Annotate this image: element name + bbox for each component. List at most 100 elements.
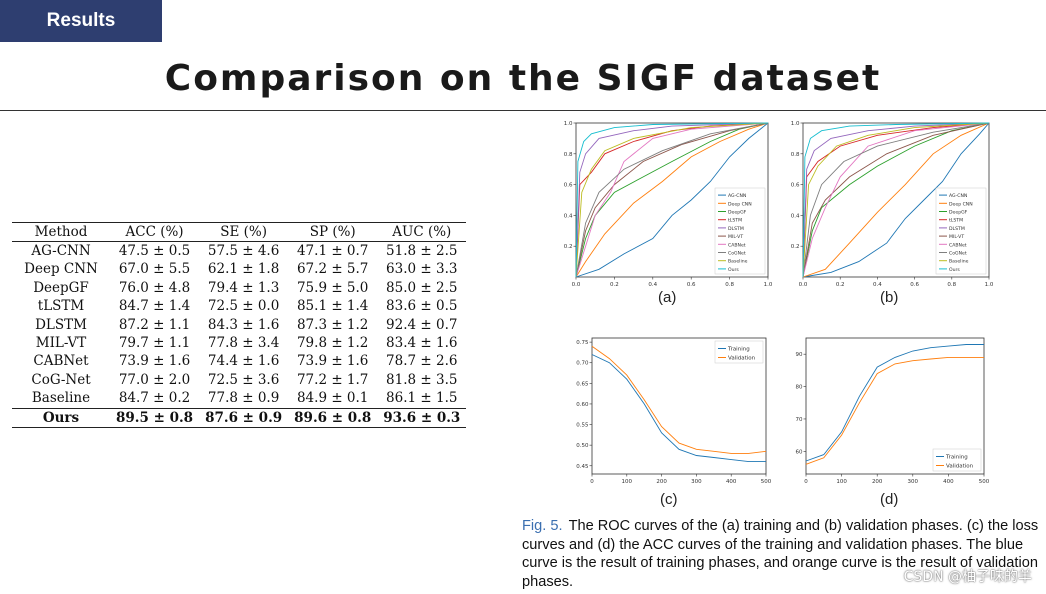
x-tick-label: 200: [656, 479, 667, 485]
method-cell: tLSTM: [37, 298, 85, 315]
legend-label: CoGNet: [949, 251, 967, 257]
metric-cell: 47.5 ± 0.5: [118, 243, 191, 259]
x-tick-label: 400: [726, 479, 737, 485]
metric-cell: 74.4 ± 1.6: [207, 353, 280, 370]
metric-cell: 76.0 ± 4.8: [118, 279, 191, 296]
x-tick-label: 1.0: [764, 282, 773, 288]
legend-label: Validation: [728, 356, 756, 362]
method-cell: Deep CNN: [24, 261, 98, 278]
metric-cell: 75.9 ± 5.0: [296, 279, 369, 296]
legend-label: Validation: [946, 464, 974, 470]
plot-frame: [805, 337, 985, 475]
roc-chart-a: 0.0 0.2 0.4 0.6 0.8 1.0 0.2 0.4 0.6 0.8 1.0 AG-CNN D…: [562, 117, 776, 289]
series-line: [575, 122, 769, 278]
series-line: [805, 356, 984, 465]
legend-label: Baseline: [949, 259, 969, 265]
column-header: AUC (%): [377, 222, 467, 242]
legend-box: [935, 187, 987, 275]
metric-cell: 67.2 ± 5.7: [296, 261, 369, 278]
series-line: [805, 344, 984, 462]
table-row: CABNet 73.9 ± 1.6 74.4 ± 1.6 73.9 ± 1.6 78.7…: [12, 352, 466, 370]
legend-box: [714, 340, 764, 364]
series-line: [575, 122, 769, 278]
y-tick-label: 0.8: [564, 152, 573, 158]
series-line: [575, 122, 769, 278]
metric-cell: 83.6 ± 0.5: [386, 298, 458, 315]
series-line: [575, 122, 769, 278]
series-line: [575, 122, 769, 278]
series-line: [575, 122, 769, 278]
metric-cell: 57.5 ± 4.6: [207, 243, 280, 259]
y-tick-label: 0.65: [576, 381, 589, 387]
column-header: Method: [12, 222, 110, 242]
x-tick-label: 0.4: [873, 282, 882, 288]
metric-cell: 63.0 ± 3.3: [386, 261, 458, 278]
x-tick-label: 200: [872, 479, 883, 485]
metric-cell: 77.8 ± 0.9: [207, 390, 280, 407]
plot-frame: [802, 122, 990, 278]
series-line: [802, 122, 990, 278]
subfigure-label-c: (c): [660, 491, 678, 508]
y-tick-label: 0.6: [791, 183, 800, 189]
legend-label: Deep CNN: [949, 201, 973, 207]
slide-title: Comparison on the SIGF dataset: [164, 58, 882, 99]
metric-cell: 89.5 ± 0.8: [110, 407, 200, 429]
metric-cell: 77.0 ± 2.0: [118, 371, 191, 388]
legend-label: Deep CNN: [728, 201, 752, 207]
metric-cell: 67.0 ± 5.5: [118, 261, 191, 278]
subfigure-label-d: (d): [880, 491, 899, 508]
y-tick-label: 0.45: [576, 464, 589, 470]
plot-frame: [591, 337, 767, 475]
watermark: CSDN @柚子味的羊: [903, 569, 1032, 585]
table-header-row: Method ACC (%) SE (%) SP (%) AUC (%): [12, 222, 467, 242]
y-tick-label: 90: [796, 352, 803, 358]
x-tick-label: 100: [622, 479, 633, 485]
title-divider: [0, 110, 1046, 111]
series-line: [802, 122, 990, 278]
series-line: [575, 122, 769, 278]
x-tick-label: 0.0: [799, 282, 808, 288]
x-tick-label: 0: [804, 479, 808, 485]
metric-cell: 87.6 ± 0.9: [199, 407, 289, 429]
metric-cell: 87.3 ± 1.2: [296, 316, 369, 333]
series-line: [575, 122, 769, 278]
subfigure-label-b: (b): [880, 289, 899, 306]
y-tick-label: 1.0: [791, 121, 800, 127]
legend-label: CABNet: [728, 242, 746, 248]
column-header: ACC (%): [110, 222, 200, 242]
method-cell: CoG-Net: [31, 371, 91, 388]
table-row: Ours 89.5 ± 0.8 87.6 ± 0.9 89.6 ± 0.8 93.6 ±…: [12, 407, 467, 429]
roc-chart-b: 0.0 0.2 0.4 0.6 0.8 1.0 0.2 0.4 0.6 0.8 1.0 AG-CNN D…: [791, 117, 997, 289]
metric-cell: 47.1 ± 0.7: [296, 243, 369, 259]
x-tick-label: 100: [836, 479, 847, 485]
legend-label: MIL-VT: [728, 234, 743, 240]
legend-label: tLSTM: [949, 218, 963, 224]
column-header: SE (%): [199, 222, 289, 242]
metric-cell: 77.2 ± 1.7: [296, 371, 369, 388]
series-line: [591, 345, 767, 454]
legend-label: CoGNet: [728, 251, 746, 257]
table-row: DLSTM 87.2 ± 1.1 84.3 ± 1.6 87.3 ± 1.2 92.4 …: [12, 316, 466, 334]
legend-label: DeepGF: [949, 210, 968, 216]
y-tick-label: 0.4: [791, 213, 800, 219]
y-tick-label: 0.70: [576, 361, 589, 367]
metric-cell: 84.7 ± 1.4: [118, 298, 191, 315]
table-row: Baseline 84.7 ± 0.2 77.8 ± 0.9 84.9 ± 0.1 86…: [12, 389, 466, 408]
figure-caption-text: The ROC curves of the (a) training and (…: [522, 518, 1039, 590]
y-tick-label: 1.0: [564, 121, 573, 127]
metric-cell: 92.4 ± 0.7: [386, 316, 458, 333]
method-cell: AG-CNN: [31, 243, 91, 259]
method-cell: DLSTM: [35, 316, 87, 333]
metric-cell: 79.8 ± 1.2: [296, 335, 369, 352]
metric-cell: 81.8 ± 3.5: [386, 371, 458, 388]
y-tick-label: 0.50: [576, 443, 589, 449]
legend-label: Ours: [728, 267, 739, 273]
legend-label: tLSTM: [728, 218, 742, 224]
section-tag: Results: [0, 0, 162, 42]
column-header: SP (%): [288, 222, 378, 242]
legend-label: AG-CNN: [949, 193, 967, 199]
y-tick-label: 0.2: [564, 244, 573, 250]
series-line: [802, 122, 990, 278]
plot-frame: [575, 122, 769, 278]
metric-cell: 85.0 ± 2.5: [386, 279, 458, 296]
